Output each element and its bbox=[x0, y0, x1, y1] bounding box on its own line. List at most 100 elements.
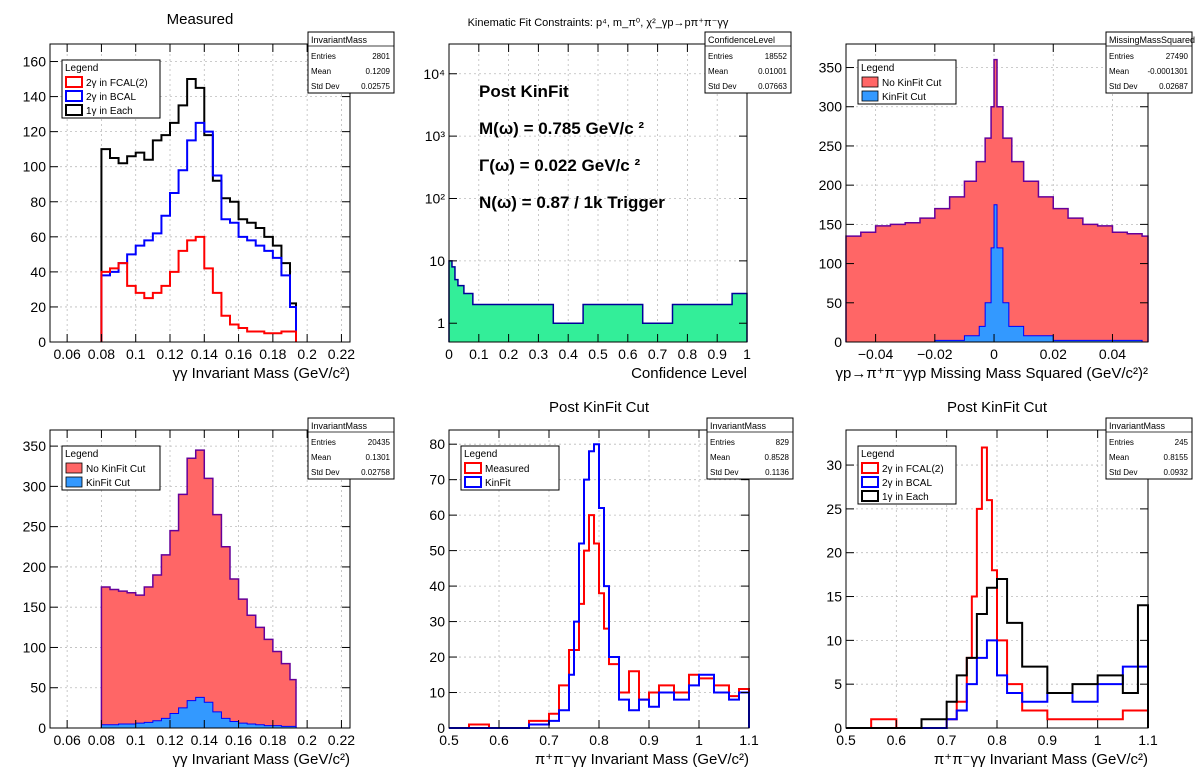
stats-key: Entries bbox=[1109, 52, 1134, 61]
stats-key: Std Dev bbox=[708, 82, 736, 91]
legend-swatch bbox=[861, 90, 879, 102]
legend-label: 1γ in Each bbox=[882, 492, 929, 503]
stats-value: 0.02575 bbox=[361, 82, 390, 91]
y-tick-label: 10 bbox=[429, 685, 445, 701]
x-tick-label: 0.8 bbox=[987, 732, 1007, 748]
chart-title: Kinematic Fit Constraints: p⁴, m_π⁰, χ²_… bbox=[468, 17, 729, 29]
stats-box: ConfidenceLevel Entries 18552 Mean 0.01001 St… bbox=[704, 31, 792, 94]
x-tick-label: 0.1 bbox=[126, 732, 146, 748]
y-tick-label: 80 bbox=[429, 436, 445, 452]
stats-value: 20435 bbox=[368, 438, 391, 447]
stats-key: Std Dev bbox=[1109, 82, 1137, 91]
plot-frame bbox=[845, 43, 1149, 343]
stats-value: 0.1301 bbox=[366, 453, 391, 462]
plot-frame bbox=[49, 429, 351, 729]
stats-key: Entries bbox=[708, 52, 733, 61]
series-line-2 bbox=[449, 443, 750, 729]
stats-key: Entries bbox=[311, 52, 336, 61]
y-tick-label: 160 bbox=[23, 54, 47, 70]
y-tick-label: 10 bbox=[826, 632, 842, 648]
chart-p2: 0 0.1 0.2 0.3 0.4 0.5 0.6 0.7 0.8 0.9 1 1 10 10² 10³ 10… bbox=[423, 17, 792, 382]
chart-title: Post KinFit Cut bbox=[947, 399, 1048, 416]
x-tick-label: 0.18 bbox=[259, 346, 286, 362]
legend-label: Measured bbox=[485, 464, 529, 475]
stats-value: 0.02758 bbox=[361, 468, 390, 477]
x-tick-label: 0.14 bbox=[191, 346, 218, 362]
x-tick-label: 0.6 bbox=[618, 346, 638, 362]
x-tick-label: 0.22 bbox=[328, 732, 355, 748]
legend-title: Legend bbox=[861, 63, 894, 74]
legend-label: 2γ in BCAL bbox=[86, 92, 136, 103]
legend-swatch bbox=[65, 104, 83, 116]
series-fill-2 bbox=[101, 697, 296, 728]
legend-swatch bbox=[861, 490, 879, 502]
x-tick-label: 0.7 bbox=[648, 346, 668, 362]
legend-label: 1γ in Each bbox=[86, 106, 133, 117]
x-tick-label: 0.18 bbox=[259, 732, 286, 748]
y-tick-label: 50 bbox=[826, 295, 842, 311]
y-tick-label: 20 bbox=[826, 545, 842, 561]
y-tick-label: 140 bbox=[23, 89, 47, 105]
stats-box: InvariantMass Entries 829 Mean 0.8528 Std Dev… bbox=[706, 417, 794, 480]
stats-value: 0.02687 bbox=[1159, 82, 1188, 91]
x-tick-label: 0.9 bbox=[1038, 732, 1058, 748]
legend-swatch bbox=[65, 76, 83, 88]
y-tick-label: 15 bbox=[826, 589, 842, 605]
stats-box: InvariantMass Entries 245 Mean 0.8155 Std Dev… bbox=[1105, 417, 1193, 480]
x-tick-label: 0.16 bbox=[225, 346, 252, 362]
legend-swatch bbox=[861, 476, 879, 488]
y-tick-label: 25 bbox=[826, 501, 842, 517]
legend: Legend Measured KinFit bbox=[460, 445, 560, 491]
x-axis-label: γp→π⁺π⁻γγp Missing Mass Squared (GeV/c²)… bbox=[836, 365, 1148, 382]
chart-p1: 0.06 0.08 0.1 0.12 0.14 0.16 0.18 0.2 0.22 0 20 40 6… bbox=[23, 11, 395, 382]
y-tick-label: 0 bbox=[38, 720, 46, 736]
series-line-2 bbox=[846, 639, 1149, 729]
series-line-2 bbox=[846, 204, 1148, 343]
stats-key: Entries bbox=[710, 438, 735, 447]
y-tick-label: 40 bbox=[429, 578, 445, 594]
y-tick-label: 350 bbox=[23, 438, 47, 454]
stats-value: 0.0932 bbox=[1164, 468, 1189, 477]
x-tick-label: 0.12 bbox=[156, 346, 183, 362]
y-tick-label: 50 bbox=[30, 680, 46, 696]
x-tick-label: 0.1 bbox=[469, 346, 489, 362]
x-tick-label: 1.1 bbox=[1138, 732, 1158, 748]
x-tick-label: 0.5 bbox=[836, 732, 856, 748]
x-tick-label: 1 bbox=[743, 346, 751, 362]
legend-title: Legend bbox=[861, 449, 894, 460]
y-tick-label: 250 bbox=[819, 138, 843, 154]
x-tick-label: 0.12 bbox=[156, 732, 183, 748]
x-axis-label: π⁺π⁻γγ Invariant Mass (GeV/c²) bbox=[934, 751, 1148, 768]
legend-swatch bbox=[464, 476, 482, 488]
x-tick-label: 0.2 bbox=[499, 346, 519, 362]
series-line-1 bbox=[448, 260, 748, 342]
x-tick-label: −0.02 bbox=[917, 346, 953, 362]
y-tick-label: 30 bbox=[429, 614, 445, 630]
stats-key: Mean bbox=[1109, 453, 1129, 462]
y-tick-label: 350 bbox=[819, 60, 843, 76]
legend-label: KinFit Cut bbox=[86, 478, 130, 489]
stats-value: 829 bbox=[776, 438, 790, 447]
legend: Legend No KinFit Cut KinFit Cut bbox=[857, 59, 957, 105]
x-tick-label: 0.04 bbox=[1099, 346, 1126, 362]
legend-swatch bbox=[65, 462, 83, 474]
legend: Legend 2γ in FCAL(2) 2γ in BCAL 1γ in Each bbox=[61, 59, 161, 119]
stats-key: Std Dev bbox=[1109, 468, 1137, 477]
legend-label: 2γ in FCAL(2) bbox=[882, 464, 944, 475]
x-tick-label: 0 bbox=[445, 346, 453, 362]
x-tick-label: 0.6 bbox=[887, 732, 907, 748]
x-tick-label: 0.14 bbox=[191, 732, 218, 748]
series-line-2 bbox=[100, 121, 297, 342]
legend-label: 2γ in BCAL bbox=[882, 478, 932, 489]
x-tick-label: 0.16 bbox=[225, 732, 252, 748]
y-tick-label: 1 bbox=[437, 315, 445, 331]
y-tick-label: 60 bbox=[429, 507, 445, 523]
x-tick-label: 1 bbox=[695, 732, 703, 748]
y-tick-label: 10 bbox=[429, 253, 445, 269]
y-tick-label: 100 bbox=[23, 159, 47, 175]
y-tick-label: 30 bbox=[826, 457, 842, 473]
x-tick-label: 0.5 bbox=[439, 732, 459, 748]
stats-box: MissingMassSquared Entries 27490 Mean -0.000… bbox=[1105, 31, 1195, 94]
legend-label: KinFit bbox=[485, 478, 511, 489]
